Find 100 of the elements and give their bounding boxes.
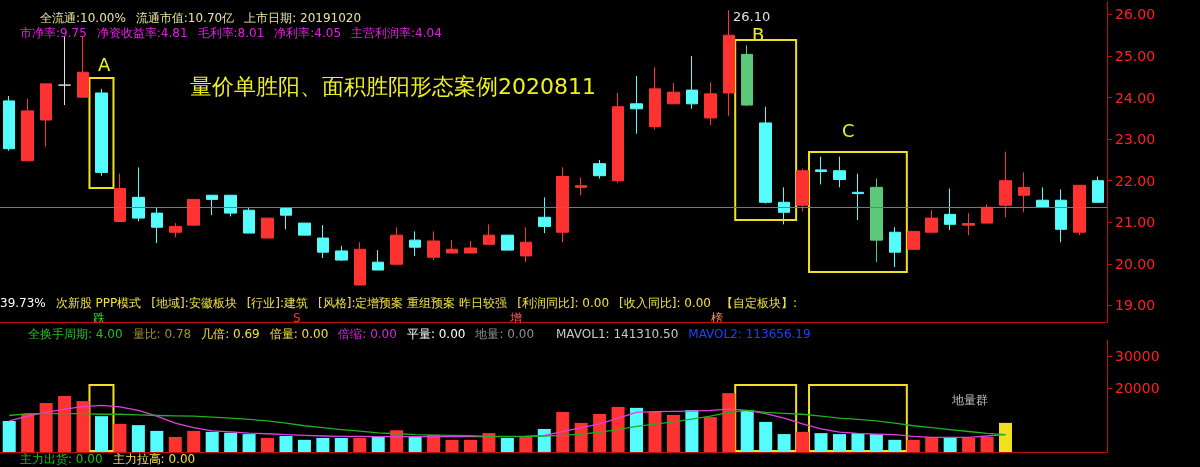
- bar: [999, 422, 1013, 452]
- bar: [925, 436, 939, 452]
- candlestick: [556, 166, 569, 243]
- candlestick: [427, 230, 440, 261]
- annotation: [地域]:安徽板块: [151, 296, 237, 310]
- candlestick: [778, 186, 790, 225]
- candlestick: [132, 166, 145, 222]
- y-tick-label: 30000: [1115, 348, 1160, 364]
- bar: [76, 401, 90, 452]
- annotation: 地量群: [951, 393, 988, 407]
- candlestick: [925, 209, 938, 233]
- y-tick-label: 20000: [1115, 380, 1160, 396]
- candlestick: [58, 35, 71, 106]
- annotation: 主力出货: 0.00: [20, 452, 103, 466]
- candlestick: [261, 217, 274, 239]
- bar: [205, 431, 219, 452]
- y-tick-label: 25.00: [1115, 48, 1156, 65]
- candlestick: [686, 55, 698, 110]
- candlestick: [317, 224, 329, 259]
- bar: [685, 410, 699, 452]
- candlestick: [3, 95, 15, 152]
- y-tick-label: 19.00: [1115, 297, 1156, 314]
- bar: [39, 403, 53, 452]
- bar: [224, 432, 238, 452]
- bar: [630, 407, 644, 452]
- candlestick: [464, 240, 477, 254]
- bar: [556, 412, 570, 452]
- candlestick: [575, 176, 587, 196]
- candlestick: [759, 106, 772, 205]
- candlestick: [169, 222, 182, 238]
- annotation: 平量: 0.00: [406, 327, 466, 341]
- bar: [242, 434, 256, 452]
- bar: [2, 420, 16, 452]
- annotation: 几倍: 0.69: [201, 327, 260, 341]
- candlestick: [907, 230, 920, 250]
- bar: [113, 423, 127, 452]
- bar: [261, 437, 275, 452]
- candlestick: [870, 178, 883, 263]
- candlestick: [354, 241, 366, 286]
- bar: [58, 396, 72, 452]
- candlestick: [409, 230, 421, 257]
- candlestick: [95, 88, 108, 177]
- bar: [408, 436, 422, 452]
- candlestick: [593, 159, 606, 180]
- annotation: 39.73%: [0, 296, 46, 310]
- bar: [796, 431, 810, 452]
- candlestick: [114, 173, 126, 222]
- candlestick: [40, 83, 52, 148]
- bar: [980, 436, 994, 452]
- candlestick: [889, 226, 901, 268]
- candlestick: [390, 226, 403, 266]
- annotation: 流通市值:10.70亿: [135, 11, 235, 25]
- candlestick: [630, 75, 643, 135]
- candlestick: [1055, 188, 1067, 243]
- candlestick: [962, 212, 975, 236]
- bar: [593, 413, 607, 452]
- candlestick: [280, 208, 292, 230]
- annotation: 全流通:10.00%: [40, 11, 126, 25]
- y-tick-label: 24.00: [1115, 89, 1156, 106]
- bar: [500, 437, 514, 452]
- bar: [519, 436, 533, 452]
- bar: [703, 417, 717, 452]
- candlestick: [1092, 176, 1104, 203]
- bar: [150, 430, 164, 452]
- bar: [943, 436, 957, 452]
- bar: [371, 436, 385, 452]
- y-tick-label: 20.00: [1115, 255, 1156, 272]
- candlestick: [77, 35, 89, 98]
- candlestick: [741, 44, 753, 107]
- candlestick: [206, 194, 218, 216]
- candlestick: [833, 156, 846, 188]
- candlestick: [243, 206, 255, 234]
- candlestick: [612, 92, 624, 184]
- candlestick: [796, 168, 809, 212]
- annotation: 倍量: 0.00: [269, 327, 329, 341]
- bar: [869, 434, 883, 452]
- y-tick-label: 23.00: [1115, 131, 1156, 148]
- annotation: 净利率:4.05: [274, 26, 342, 40]
- text: 量价单胜阳、面积胜阳形态案例2020811: [190, 73, 596, 99]
- y-tick-label: 26.00: [1115, 6, 1156, 23]
- candlestick: [187, 198, 200, 226]
- bar: [537, 428, 551, 452]
- bar: [187, 430, 201, 452]
- candlestick: [944, 188, 956, 231]
- candlestick: [999, 151, 1012, 218]
- annotation: A: [98, 53, 111, 75]
- candlestick: [1036, 186, 1049, 208]
- annotation: [风格]:定增预案 重组预案 昨日较强: [318, 296, 508, 310]
- candlestick: [335, 245, 348, 262]
- annotation: 净资收益率:4.81: [96, 26, 188, 40]
- candlestick: [298, 222, 311, 236]
- annotation: 主力拉高: 0.00: [112, 452, 196, 466]
- candlestick: [981, 203, 993, 224]
- candlestick: [520, 226, 532, 263]
- annotation: 倍缩: 0.00: [338, 327, 397, 341]
- annotation: 毛利率:8.01: [197, 26, 265, 40]
- candlestick: [704, 81, 717, 126]
- bar: [740, 410, 754, 452]
- annotation: S: [293, 311, 301, 325]
- annotation: 量比: 0.78: [132, 327, 192, 341]
